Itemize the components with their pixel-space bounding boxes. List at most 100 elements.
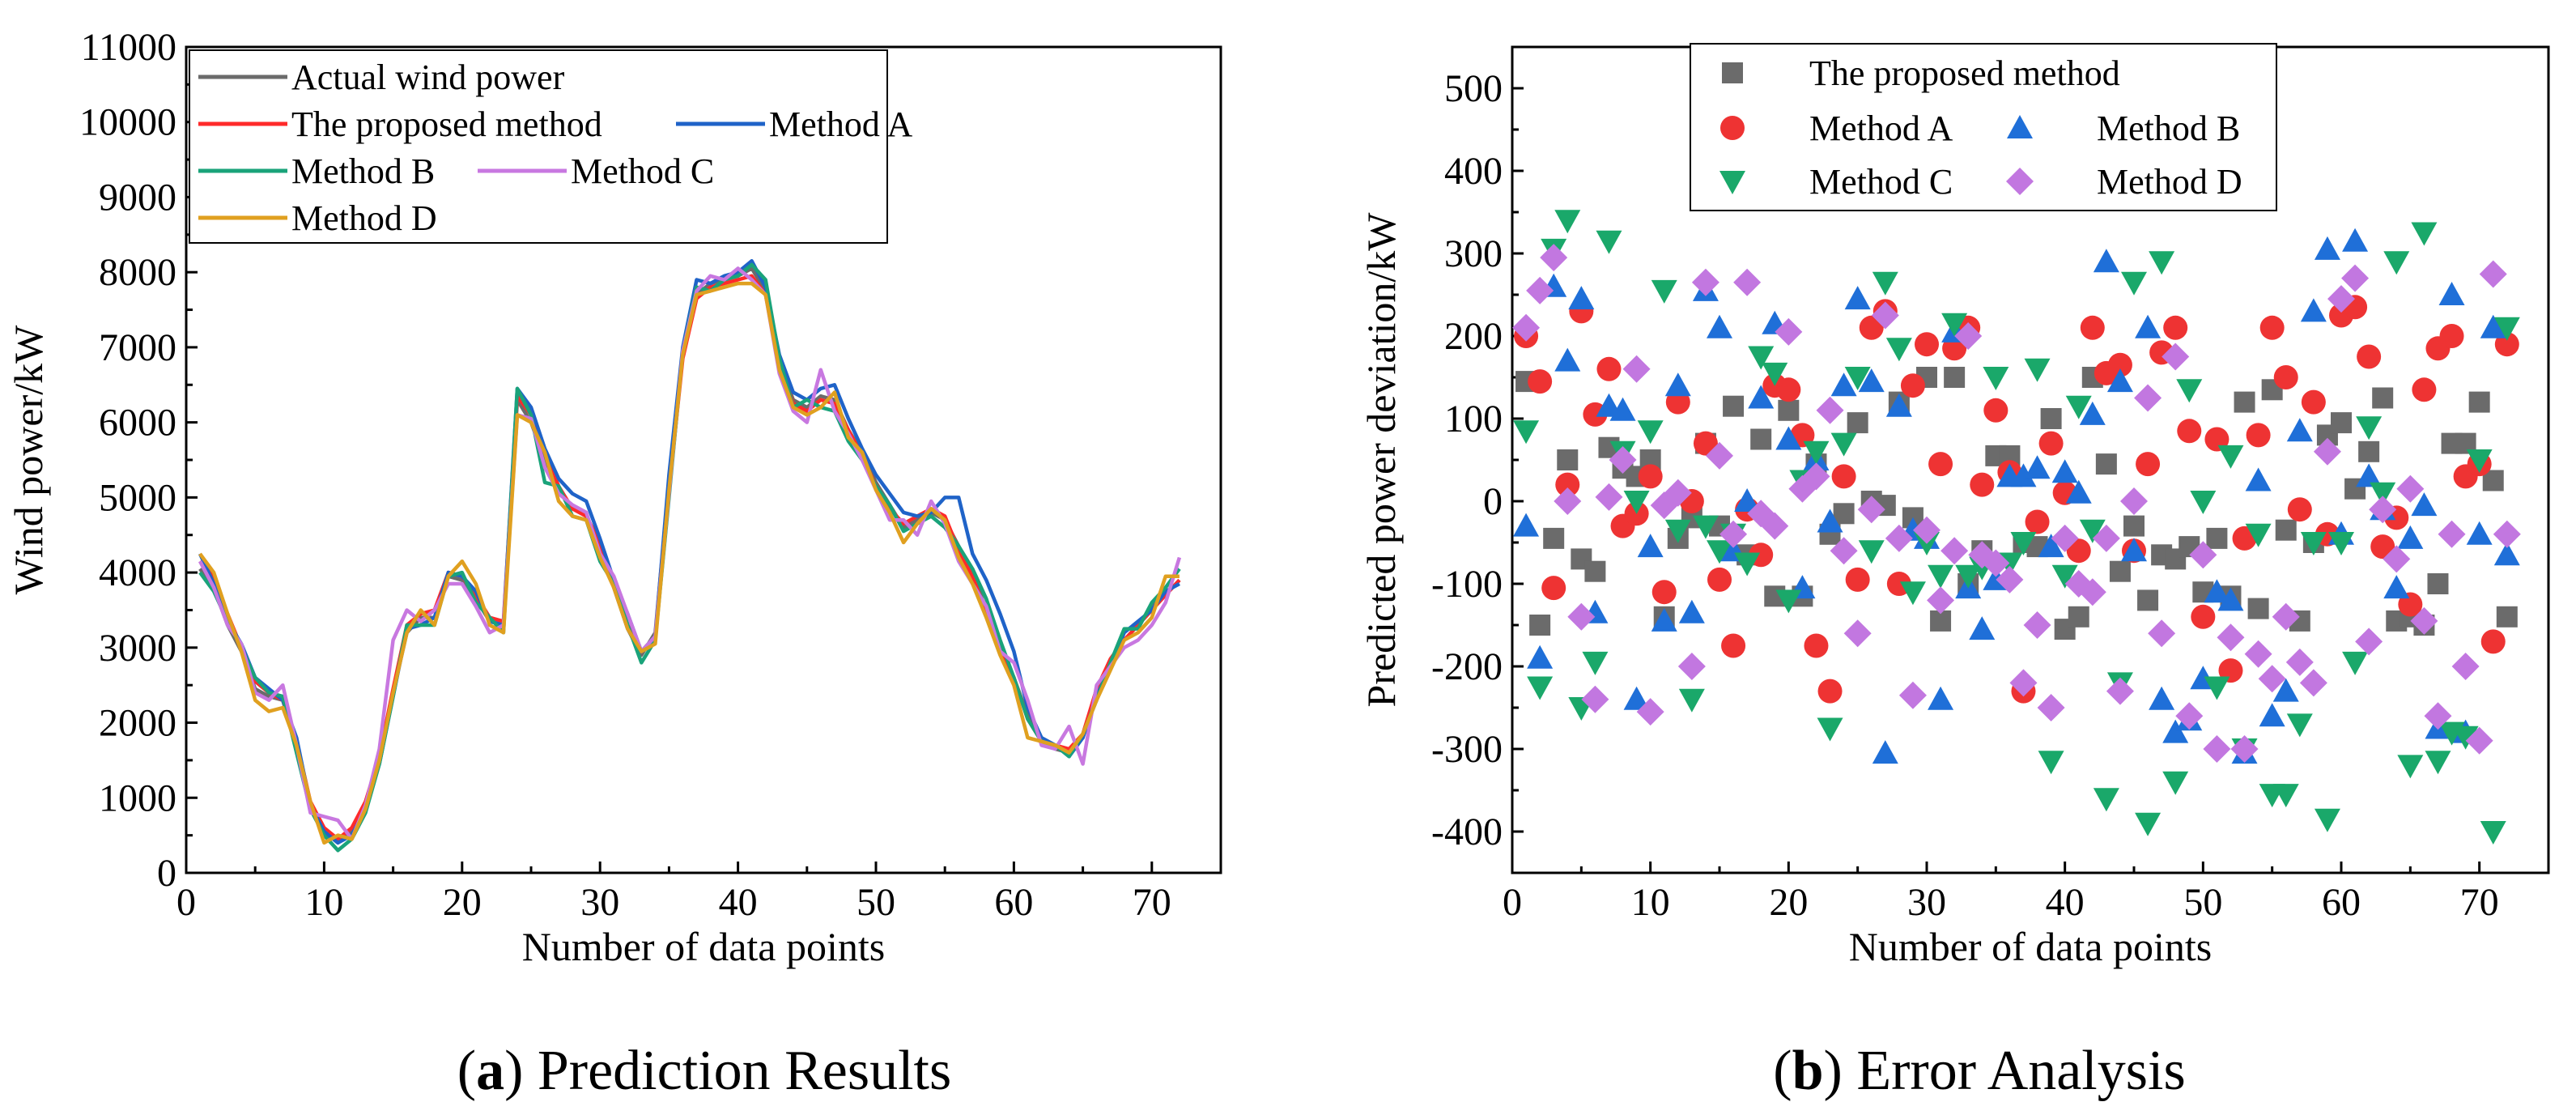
point-method-d [1554, 487, 1582, 515]
point-method-c [2024, 358, 2051, 382]
point-method-d [2327, 285, 2355, 313]
point-method-b [2286, 418, 2313, 442]
legend-box [1690, 43, 2277, 211]
x-tick-label: 50 [2183, 881, 2222, 924]
point-method-c [1762, 362, 1788, 386]
point-method-c [1983, 367, 2009, 390]
point-method-a [1983, 398, 2009, 423]
point-method-c [2397, 755, 2424, 779]
point-method-c [2272, 784, 2299, 808]
point-the-proposed-method [2468, 391, 2490, 413]
point-method-a [1900, 373, 1925, 398]
point-method-b [2135, 314, 2162, 338]
point-method-b [1707, 314, 1732, 338]
point-the-proposed-method [2358, 440, 2380, 462]
point-method-d [2037, 694, 2065, 721]
point-method-a [2080, 315, 2105, 340]
legend-label: Method A [769, 104, 912, 144]
point-method-c [1678, 688, 1705, 713]
y-tick-label: -400 [1431, 811, 1503, 853]
point-method-d [2106, 677, 2134, 705]
point-method-c [2190, 491, 2217, 514]
point-method-c [1817, 717, 1843, 742]
point-method-d [2078, 578, 2106, 606]
point-method-c [2204, 676, 2230, 700]
point-method-b [1844, 286, 1871, 310]
point-method-a [1707, 567, 1732, 592]
x-tick-label: 60 [994, 881, 1033, 924]
x-tick-label: 10 [304, 881, 343, 924]
point-method-b [2411, 492, 2438, 517]
point-method-b [2065, 479, 2092, 504]
y-tick-label: 11000 [81, 26, 176, 69]
point-method-a [2480, 629, 2506, 654]
point-method-c [1858, 540, 1885, 564]
point-the-proposed-method [1944, 367, 1966, 388]
panel-a-prediction-results: 0 10 20 30 40 50 60 70 0 1000 2000 3000 4000 5000 6000… [6, 26, 1222, 1102]
point-the-proposed-method [2496, 606, 2518, 628]
point-method-d [1691, 268, 1719, 296]
x-tick-label: 0 [176, 881, 196, 924]
point-method-c [2135, 812, 2162, 836]
point-method-c [1955, 564, 1982, 589]
point-method-c [2162, 771, 2189, 795]
point-method-c [2245, 523, 2272, 547]
point-the-proposed-method [2068, 606, 2089, 628]
point-the-proposed-method [2137, 589, 2159, 611]
point-method-d [1802, 462, 1830, 491]
y-tick-label: 10000 [79, 101, 176, 144]
point-the-proposed-method [1833, 503, 1855, 525]
point-method-a [1928, 452, 1953, 477]
point-method-a [1970, 472, 1995, 497]
point-method-d [1843, 619, 1872, 648]
point-method-c [2121, 271, 2147, 296]
point-method-b [2204, 579, 2230, 603]
point-the-proposed-method [1778, 399, 1800, 421]
point-method-b [1513, 513, 1540, 537]
point-method-d [2465, 726, 2493, 755]
point-method-a [1638, 464, 1663, 489]
x-tick-label: 30 [1907, 881, 1946, 924]
point-the-proposed-method [2123, 515, 2145, 537]
point-method-d [1857, 496, 1885, 524]
y-tick-label: 5000 [99, 476, 176, 519]
point-method-b [1858, 368, 1885, 393]
point-method-a [1541, 576, 1566, 601]
legend-label: Method B [2097, 108, 2240, 148]
legend-label: Method C [571, 151, 714, 191]
point-method-b [1623, 686, 1650, 710]
point-method-d [2092, 524, 2120, 552]
point-the-proposed-method [1584, 560, 1606, 582]
x-tick-label: 20 [443, 881, 482, 924]
caption-letter: a [476, 1040, 504, 1102]
point-method-d [2410, 606, 2438, 635]
point-method-c [2356, 416, 2383, 440]
point-method-b [2493, 542, 2520, 566]
legend-label: Method D [291, 198, 437, 238]
y-tick-label: 400 [1444, 150, 1503, 193]
point-method-a [2259, 315, 2285, 340]
legend-box [189, 49, 888, 244]
point-method-b [1609, 397, 1636, 421]
x-axis-title: Number of data points [522, 924, 886, 969]
point-method-d [2120, 487, 2148, 515]
point-method-a [2357, 344, 2382, 369]
point-method-b [2356, 463, 2383, 487]
point-method-c [2217, 445, 2244, 469]
point-method-c [1803, 440, 1830, 465]
point-method-a [1555, 472, 1580, 497]
point-method-a [2370, 534, 2395, 560]
x-tick-label: 70 [1133, 881, 1171, 924]
point-method-b [2010, 463, 2037, 487]
panel-caption: (b) Error Analysis [1773, 1040, 2185, 1102]
point-method-c [2452, 725, 2479, 750]
legend-label: The proposed method [291, 104, 602, 144]
point-method-b [1817, 508, 1843, 533]
point-method-c [1775, 589, 1802, 614]
point-the-proposed-method [1557, 449, 1579, 470]
point-method-d [1830, 537, 1858, 565]
point-method-a [1845, 567, 1870, 592]
point-method-b [2024, 455, 2051, 479]
point-method-b [2079, 401, 2106, 425]
point-method-a [2066, 538, 2091, 564]
